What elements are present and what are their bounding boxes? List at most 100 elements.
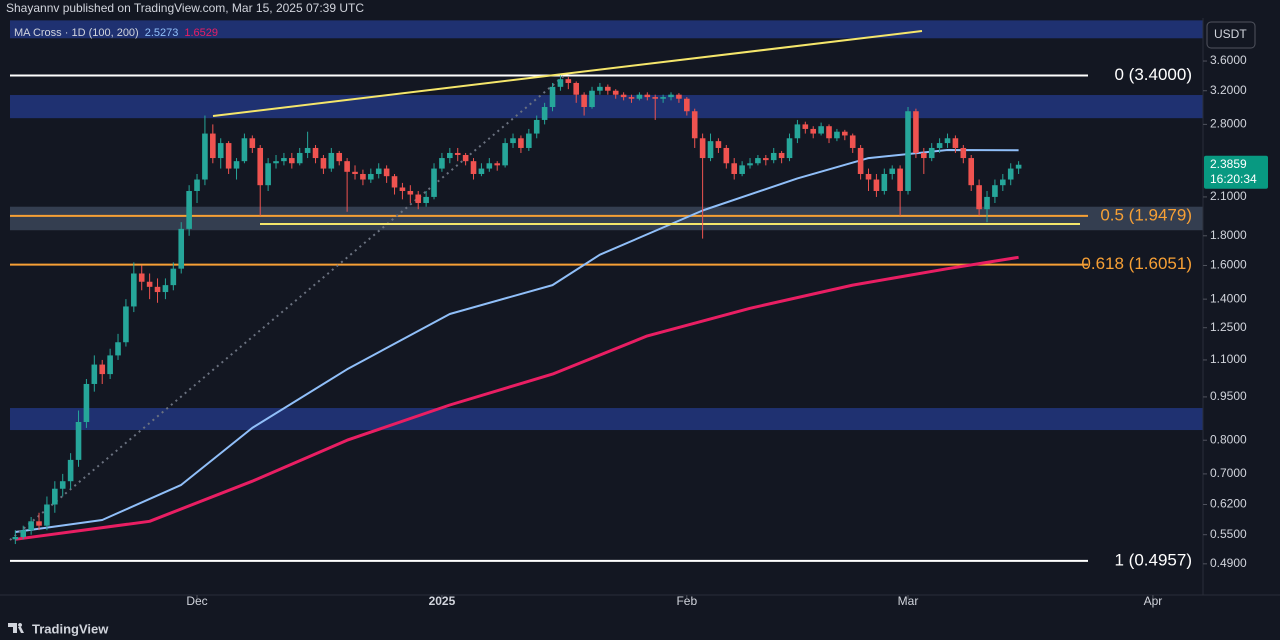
y-tick-label: 0.8000 — [1210, 432, 1247, 446]
y-tick-label: 2.1000 — [1210, 189, 1247, 203]
candle-body — [834, 131, 840, 139]
candle-body — [399, 187, 406, 191]
candle-body — [913, 111, 919, 153]
candle-body — [865, 173, 872, 180]
candle-body — [154, 286, 161, 293]
zone — [10, 408, 1203, 431]
candle-body — [628, 97, 635, 99]
candle-body — [668, 94, 674, 98]
candle-body — [747, 163, 753, 166]
candle-body — [225, 143, 232, 169]
legend-value: 2.5273 — [145, 27, 179, 39]
candle-body — [873, 179, 880, 191]
fib-label: 1 (0.4957) — [1115, 550, 1193, 569]
candle-body — [178, 228, 185, 269]
candle-body — [557, 79, 564, 87]
candle-body — [312, 147, 319, 159]
candle-body — [320, 158, 327, 169]
candle-body — [12, 537, 19, 540]
candle-body — [905, 111, 911, 191]
footer-bar — [0, 616, 1280, 640]
fib-label: 0.618 (1.6051) — [1081, 254, 1192, 273]
candle-body — [960, 147, 967, 159]
candle-body — [826, 126, 832, 139]
candle-body — [296, 152, 303, 164]
candle-body — [447, 152, 453, 159]
x-tick-label: 2025 — [429, 594, 456, 608]
candle-body — [778, 152, 785, 159]
fib-diagonal — [9, 74, 566, 541]
candles-layer — [12, 75, 1022, 545]
candle-body — [486, 163, 493, 169]
candle-body — [431, 168, 437, 197]
candle-body — [810, 128, 817, 134]
candle-body — [707, 141, 714, 159]
candle-body — [83, 383, 90, 422]
candle-body — [581, 94, 587, 107]
candle-body — [52, 488, 58, 505]
currency: USDT — [1214, 27, 1247, 41]
candle-body — [28, 521, 34, 531]
candle-body — [691, 111, 698, 139]
candle-body — [549, 86, 556, 107]
y-tick-label: 0.9500 — [1210, 389, 1247, 403]
currency-box[interactable] — [1206, 21, 1256, 49]
candle-body — [510, 138, 516, 144]
last-price: 2.3859 — [1210, 157, 1247, 171]
candle-body — [605, 86, 611, 91]
candle-body — [573, 82, 580, 95]
candle-body — [494, 163, 501, 166]
candle-body — [423, 196, 429, 203]
candle-body — [1015, 164, 1022, 169]
candle-body — [186, 190, 192, 229]
x-tick-label: Mar — [898, 594, 919, 608]
legend-value: 1.6529 — [184, 27, 218, 39]
candle-body — [786, 138, 793, 159]
candle-body — [217, 143, 224, 159]
header: Shayannv published on TradingView.com, M… — [6, 1, 364, 15]
candle-body — [818, 126, 824, 134]
candle-body — [360, 173, 366, 180]
candle-body — [921, 152, 927, 159]
trendline — [212, 30, 923, 117]
y-tick-label: 0.4900 — [1210, 556, 1247, 570]
candle-body — [849, 135, 856, 148]
candle-body — [802, 124, 809, 129]
candle-body — [755, 158, 761, 164]
candle-body — [107, 355, 113, 375]
ma-line — [15, 255, 1019, 541]
logo — [8, 623, 24, 633]
x-tick-label: Apr — [1144, 594, 1163, 608]
candle-body — [1000, 179, 1006, 186]
candle-body — [502, 143, 508, 166]
candle-body — [273, 161, 279, 164]
x-tick-label: Dec — [186, 594, 207, 608]
candle-body — [131, 273, 137, 307]
candle-body — [763, 158, 769, 161]
candle-body — [146, 281, 153, 287]
y-tick-label: 0.7000 — [1210, 466, 1247, 480]
candle-body — [533, 119, 540, 134]
candle-body — [944, 138, 951, 144]
candle-body — [375, 168, 382, 174]
candle-body — [936, 143, 943, 148]
candle-body — [123, 306, 129, 343]
candle-body — [739, 165, 745, 174]
candle-body — [1007, 168, 1014, 180]
candle-body — [952, 138, 959, 148]
candle-body — [99, 364, 106, 375]
y-tick-label: 1.2500 — [1210, 320, 1247, 334]
candle-body — [526, 133, 532, 148]
y-tick-label: 1.4000 — [1210, 291, 1247, 305]
candle-body — [612, 90, 619, 95]
candle-body — [636, 94, 643, 99]
candle-body — [202, 133, 208, 180]
candle-body — [794, 124, 801, 139]
candle-body — [44, 504, 50, 526]
candle-body — [383, 168, 390, 177]
candle-body — [336, 152, 343, 162]
y-tick-label: 1.8000 — [1210, 228, 1247, 242]
footer: TradingView — [32, 621, 109, 636]
